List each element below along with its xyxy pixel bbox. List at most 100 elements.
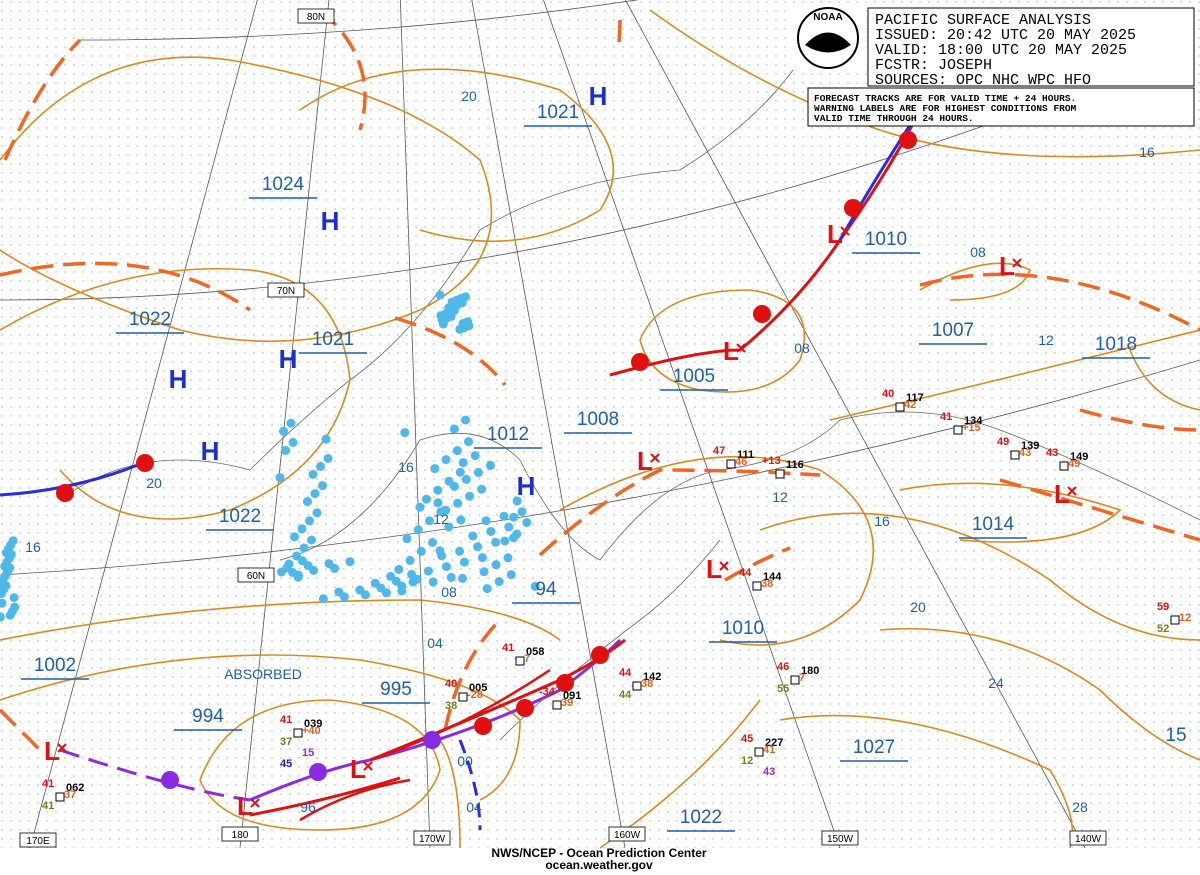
station-reading: 43 bbox=[1019, 447, 1031, 459]
isobar-label: 08 bbox=[441, 584, 457, 600]
ice-dot bbox=[303, 497, 312, 507]
ice-dot bbox=[441, 455, 451, 465]
grid-label-box bbox=[19, 832, 57, 848]
station-id: 058 bbox=[526, 646, 544, 658]
header-line: PACIFIC SURFACE ANALYSIS bbox=[875, 12, 1091, 29]
ice-dot bbox=[345, 557, 355, 567]
ice-dot bbox=[435, 290, 445, 300]
fine-grid bbox=[0, 0, 1200, 848]
ice-dot bbox=[310, 489, 320, 499]
station-id: 005 bbox=[469, 682, 487, 694]
station-reading: 55 bbox=[777, 683, 789, 695]
station-id: 139 bbox=[1021, 440, 1039, 452]
ice-dot bbox=[423, 566, 433, 576]
ice-dot bbox=[509, 533, 519, 543]
note-line: FORECAST TRACKS ARE FOR VALID TIME + 24 … bbox=[814, 93, 1076, 104]
station-id: 062 bbox=[66, 782, 84, 794]
ice-dot bbox=[405, 555, 415, 565]
ice-dot bbox=[470, 451, 480, 461]
station-reading: 12 bbox=[741, 755, 753, 767]
high-center: H bbox=[201, 436, 220, 466]
ice-dot bbox=[400, 428, 410, 438]
isobar-label: 20 bbox=[146, 475, 162, 491]
ice-dot bbox=[0, 612, 5, 622]
ice-dot bbox=[428, 537, 437, 547]
isobar-label: 16 bbox=[398, 459, 414, 475]
isobar-label: 12 bbox=[433, 511, 449, 527]
station-marker bbox=[632, 681, 642, 691]
station-id: 227 bbox=[765, 737, 783, 749]
ice-dot bbox=[286, 418, 296, 428]
station-marker bbox=[752, 581, 762, 591]
low-x bbox=[363, 761, 373, 771]
grid-label: 170W bbox=[419, 834, 446, 845]
low-x bbox=[57, 743, 67, 753]
ice-dot bbox=[355, 585, 365, 595]
grid-label: 180 bbox=[232, 830, 249, 841]
station-reading: 37 bbox=[64, 789, 76, 801]
logo-text: NOAA bbox=[813, 12, 842, 23]
note-line: WARNING LABELS ARE FOR HIGHEST CONDITION… bbox=[814, 103, 1077, 114]
grid-label-box bbox=[1069, 830, 1107, 846]
ice-dot bbox=[0, 579, 6, 589]
station-reading: 41 bbox=[42, 778, 54, 790]
high-center: H bbox=[279, 344, 298, 374]
troughs bbox=[0, 8, 1200, 752]
grid-label: 60N bbox=[247, 571, 265, 582]
station-marker bbox=[790, 675, 800, 685]
isobar-label: 20 bbox=[461, 88, 477, 104]
ice-dot bbox=[464, 437, 473, 447]
station-reading: +15 bbox=[962, 422, 981, 434]
ice-dot bbox=[297, 556, 307, 566]
footer-line: ocean.weather.gov bbox=[545, 858, 653, 872]
ice-dot bbox=[449, 481, 459, 491]
grid-label: 160W bbox=[614, 830, 641, 841]
ice-dot bbox=[512, 496, 522, 506]
ice-dot bbox=[479, 567, 489, 577]
ice-dot bbox=[477, 484, 487, 494]
low-center: L bbox=[237, 791, 253, 821]
station-reading: 41 bbox=[42, 800, 54, 812]
low-x bbox=[840, 226, 850, 236]
ice-dot bbox=[1, 548, 11, 558]
ice-dot bbox=[370, 578, 380, 588]
station-id: 039 bbox=[304, 718, 322, 730]
isobar-label: 16 bbox=[874, 513, 890, 529]
grid-label: 70N bbox=[277, 286, 295, 297]
station-reading: 43 bbox=[763, 766, 775, 778]
ice-dot bbox=[491, 560, 501, 570]
ice-dot bbox=[506, 570, 516, 580]
ice-dot bbox=[394, 564, 404, 574]
pressure-label: 1021 bbox=[537, 102, 579, 123]
ice-dot bbox=[504, 522, 514, 532]
station-reading: 47 bbox=[713, 445, 725, 457]
ice-dot bbox=[473, 542, 483, 552]
station-reading: 7 bbox=[524, 653, 530, 665]
annotation: ABSORBED bbox=[224, 666, 302, 682]
low-center: L bbox=[637, 446, 653, 476]
ice-dot bbox=[458, 573, 467, 583]
ice-dot bbox=[482, 584, 492, 594]
ice-dot bbox=[530, 581, 540, 591]
isobar-label: 04 bbox=[427, 635, 443, 651]
ice-dot bbox=[308, 469, 318, 479]
ice-dot bbox=[321, 434, 331, 444]
low-x bbox=[719, 561, 729, 571]
ice-dot bbox=[468, 531, 478, 541]
fronts bbox=[0, 109, 922, 831]
pressure-label: 1022 bbox=[219, 506, 261, 527]
ice-dot bbox=[415, 502, 425, 512]
note-box bbox=[807, 87, 1195, 127]
ice-dot bbox=[491, 537, 501, 547]
ice-dot bbox=[428, 577, 438, 587]
ice-dot bbox=[477, 553, 487, 563]
isobar-label: 04 bbox=[466, 799, 482, 815]
ice-dot bbox=[473, 467, 483, 477]
pressure-label: 1022 bbox=[129, 309, 171, 330]
station-reading: 41 bbox=[763, 744, 775, 756]
low-center: L bbox=[44, 736, 60, 766]
ice-dot bbox=[444, 522, 454, 532]
station-marker bbox=[953, 425, 963, 435]
station-marker bbox=[726, 459, 736, 469]
